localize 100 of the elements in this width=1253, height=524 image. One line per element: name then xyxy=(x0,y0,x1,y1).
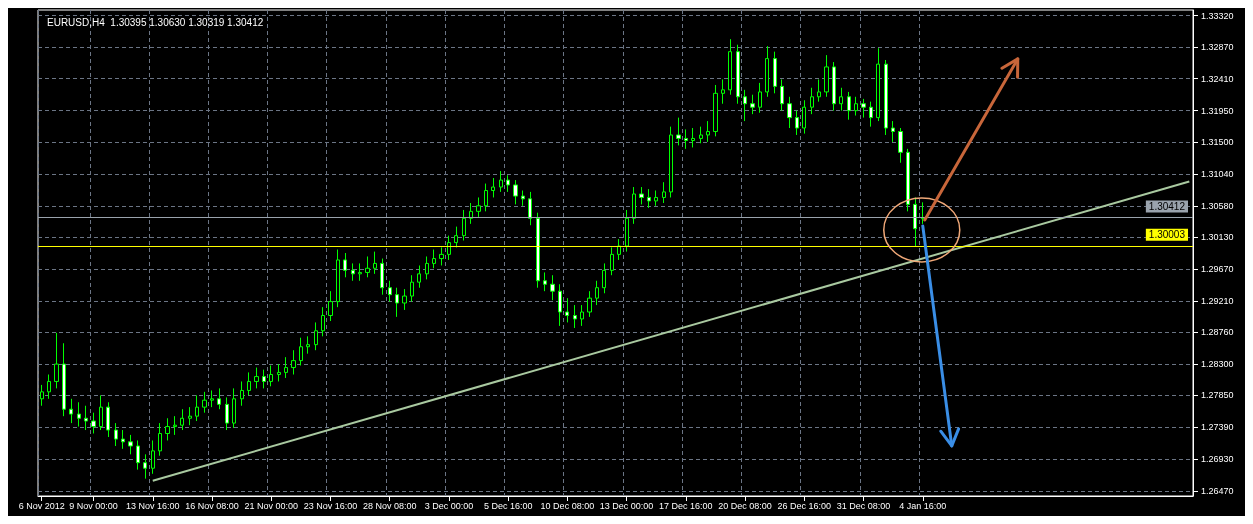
candlestick xyxy=(225,396,229,431)
candlestick xyxy=(291,349,296,375)
candlestick xyxy=(328,290,333,322)
y-tick-label: 1.30580 xyxy=(1201,200,1234,211)
candlestick xyxy=(558,283,562,327)
candlestick xyxy=(721,78,725,105)
candlestick xyxy=(106,401,110,438)
y-tick-label: 1.28300 xyxy=(1201,359,1234,370)
candlestick xyxy=(165,417,170,441)
candlestick xyxy=(91,412,96,435)
x-tick-label: 3 Dec 00:00 xyxy=(424,500,474,511)
candlestick xyxy=(810,87,814,115)
candlestick xyxy=(713,84,718,137)
candlestick xyxy=(254,367,259,389)
candlestick xyxy=(425,255,429,280)
ref-line-label: 1.30412 xyxy=(1148,200,1186,212)
candlestick xyxy=(654,190,658,207)
x-tick-label: 20 Dec 08:00 xyxy=(718,500,772,511)
candlestick xyxy=(528,191,532,226)
candlestick xyxy=(210,389,214,408)
y-tick-label: 1.28760 xyxy=(1201,327,1234,338)
candlestick xyxy=(676,117,681,146)
candlestick xyxy=(217,387,221,410)
candlestick xyxy=(262,369,266,389)
candlestick xyxy=(854,96,858,117)
y-tick-label: 1.31040 xyxy=(1201,168,1234,179)
ref-line-label: 1.30003 xyxy=(1148,229,1186,241)
y-tick-label: 1.29210 xyxy=(1201,295,1234,306)
candlestick xyxy=(506,174,510,193)
candlestick xyxy=(77,401,81,428)
candlestick xyxy=(202,391,207,414)
candlestick xyxy=(580,304,584,327)
candlestick xyxy=(454,226,458,248)
candlestick xyxy=(121,429,125,450)
x-tick-label: 4 Jan 16:00 xyxy=(899,500,947,511)
y-tick-label: 1.33320 xyxy=(1201,10,1234,21)
y-tick-label: 1.31950 xyxy=(1201,105,1234,116)
candlestick xyxy=(336,249,340,308)
candlestick xyxy=(750,94,755,115)
candlestick xyxy=(314,321,318,351)
y-tick-label: 1.32870 xyxy=(1201,41,1234,52)
candlestick xyxy=(869,101,873,128)
candlestick xyxy=(158,422,162,457)
candlestick xyxy=(898,127,903,164)
candlestick xyxy=(151,439,155,475)
candlestick xyxy=(469,202,473,225)
candlestick xyxy=(62,342,66,417)
candlestick xyxy=(240,380,244,407)
candlestick xyxy=(728,38,732,96)
candlestick xyxy=(817,78,821,103)
candlestick xyxy=(699,126,703,144)
candlestick xyxy=(913,196,917,247)
candlestick xyxy=(395,287,399,318)
candlestick xyxy=(536,212,540,289)
candlestick xyxy=(691,127,695,148)
x-tick-label: 13 Dec 00:00 xyxy=(599,500,654,511)
x-tick-label: 26 Dec 16:00 xyxy=(777,500,832,511)
candlestick xyxy=(128,434,133,455)
x-tick-label: 5 Dec 16:00 xyxy=(483,500,533,511)
candlestick xyxy=(432,249,436,269)
candlestick xyxy=(277,363,281,382)
candlestick xyxy=(373,251,377,275)
y-tick-label: 1.32410 xyxy=(1201,73,1234,84)
candlestick xyxy=(69,398,73,424)
candlestick xyxy=(550,274,555,301)
candlestick xyxy=(513,179,518,205)
candlestick xyxy=(884,59,888,136)
y-tick-label: 1.27390 xyxy=(1201,422,1234,433)
candlestick xyxy=(802,99,806,135)
candlestick xyxy=(188,406,192,426)
candlestick xyxy=(684,128,688,150)
candlestick xyxy=(543,271,547,292)
candlestick xyxy=(351,262,355,282)
candlestick xyxy=(595,280,599,306)
candlestick xyxy=(610,246,614,276)
candlestick xyxy=(380,258,384,296)
candlestick xyxy=(343,252,347,278)
candlestick xyxy=(299,337,303,366)
y-tick-label: 1.30130 xyxy=(1201,232,1234,243)
candlestick xyxy=(758,82,762,114)
candlestick xyxy=(462,209,466,241)
candlestick xyxy=(269,364,273,387)
candlestick xyxy=(114,422,118,447)
candlestick xyxy=(521,190,525,207)
x-tick-label: 10 Dec 08:00 xyxy=(540,500,595,511)
candlestick xyxy=(625,209,629,253)
candlestick xyxy=(587,290,592,318)
candlestick xyxy=(358,262,362,282)
candlestick xyxy=(891,120,895,143)
y-tick-label: 1.27850 xyxy=(1201,390,1234,401)
candlestick xyxy=(861,98,866,119)
candlestick xyxy=(417,265,421,289)
candlestick xyxy=(143,453,147,480)
candlestick xyxy=(47,374,51,400)
x-tick-label: 6 Nov 2012 xyxy=(18,500,65,511)
candlestick xyxy=(743,89,747,122)
candlestick xyxy=(499,170,503,193)
candlestick xyxy=(388,280,392,303)
y-tick-label: 1.29670 xyxy=(1201,263,1234,274)
candlestick xyxy=(780,78,784,112)
